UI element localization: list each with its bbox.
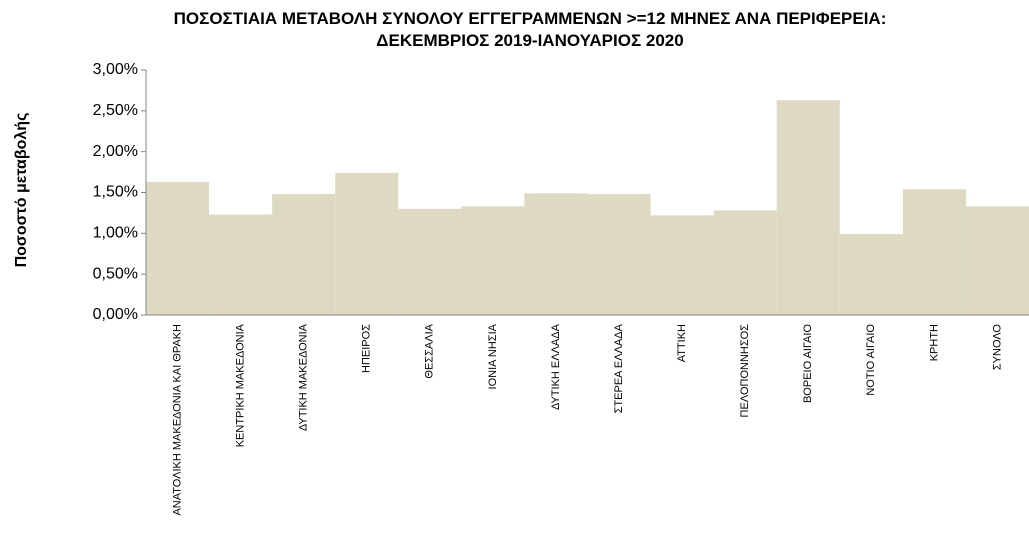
x-tick-label: ΠΕΛΟΠΟΝΝΗΣΟΣ	[739, 324, 751, 418]
bar	[209, 214, 273, 315]
x-tick-label: ΣΥΝΟΛΟ	[991, 324, 1003, 371]
x-tick-label: ΝΟΤΙΟ ΑΙΓΑΙΟ	[865, 324, 877, 396]
x-tick-label: ΔΥΤΙΚΗ ΕΛΛΑΔΑ	[550, 323, 562, 410]
y-tick-label: 1,00%	[93, 225, 138, 242]
x-tick-label: ΔΥΤΙΚΗ ΜΑΚΕΔΟΝΙΑ	[298, 323, 310, 431]
bar	[398, 208, 462, 315]
bar	[713, 210, 777, 315]
bar	[524, 193, 588, 315]
x-tick-label: ΗΠΕΙΡΟΣ	[361, 324, 373, 373]
bar	[650, 215, 714, 315]
bar	[839, 234, 903, 315]
x-tick-label: ΚΕΝΤΡΙΚΗ ΜΑΚΕΔΟΝΙΑ	[235, 323, 247, 447]
bar	[902, 189, 966, 315]
y-tick-label: 0,50%	[93, 265, 138, 282]
bar	[272, 194, 336, 315]
bar	[587, 194, 651, 315]
x-tick-label: ΣΤΕΡΕΑ ΕΛΛΑΔΑ	[613, 323, 625, 413]
bar	[146, 181, 210, 315]
y-tick-label: 1,50%	[93, 184, 138, 201]
y-tick-label: 2,00%	[93, 143, 138, 160]
y-axis-label: Ποσοστό μεταβολής	[13, 113, 30, 268]
x-tick-label: ΙΟΝΙΑ ΝΗΣΙΑ	[487, 323, 499, 389]
bar	[461, 206, 525, 315]
x-tick-label: ΑΤΤΙΚΗ	[676, 324, 688, 362]
x-tick-label: ΒΟΡΕΙΟ ΑΙΓΑΙΟ	[802, 324, 814, 403]
bar	[965, 206, 1029, 315]
y-tick-label: 0,00%	[93, 306, 138, 323]
bar	[776, 100, 840, 315]
chart-title: ΠΟΣΟΣΤΙΑΙΑ ΜΕΤΑΒΟΛΗ ΣΥΝΟΛΟΥ ΕΓΓΕΓΡΑΜΜΕΝΩ…	[173, 9, 887, 50]
y-tick-label: 2,50%	[93, 102, 138, 119]
x-tick-label: ΚΡΗΤΗ	[928, 324, 940, 361]
x-tick-label: ΑΝΑΤΟΛΙΚΗ ΜΑΚΕΔΟΝΙΑ ΚΑΙ ΘΡΑΚΗ	[171, 324, 183, 516]
bar	[335, 172, 399, 315]
x-tick-label: ΘΕΣΣΑΛΙΑ	[424, 323, 436, 378]
y-tick-label: 3,00%	[93, 61, 138, 78]
